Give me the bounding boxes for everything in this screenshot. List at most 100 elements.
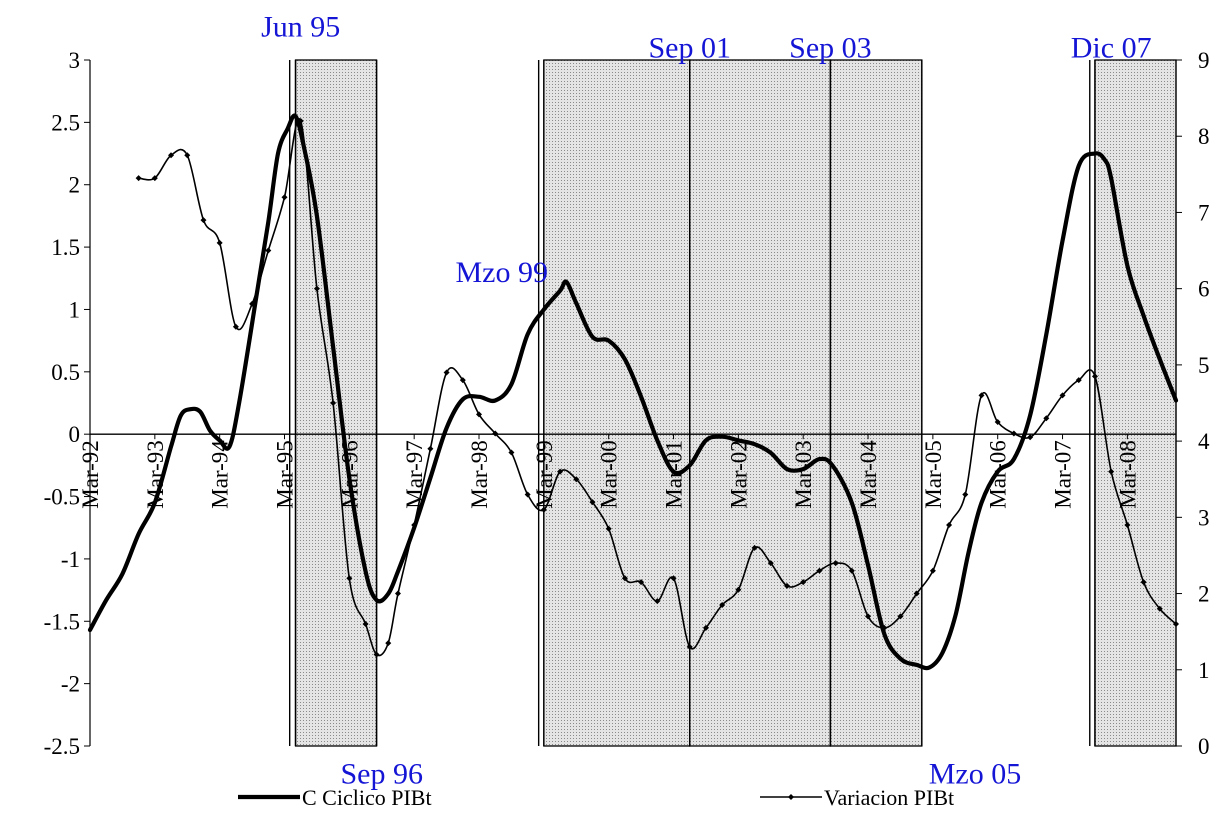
data-point-marker	[1059, 392, 1066, 399]
data-point-marker	[735, 586, 742, 593]
data-point-marker	[1173, 621, 1179, 628]
y-left-tick-label: -1.5	[44, 609, 80, 634]
data-point-marker	[719, 601, 726, 608]
data-point-marker	[751, 544, 758, 551]
x-tick-label: Mar-08	[1115, 440, 1140, 509]
data-point-marker	[476, 411, 483, 418]
y-right-tick-label: 7	[1198, 200, 1210, 225]
data-point-marker	[330, 400, 337, 406]
x-tick-label: Mar-05	[921, 440, 946, 509]
period-annotation: Jun 95	[261, 10, 340, 43]
data-point-marker	[443, 369, 450, 376]
data-point-marker	[946, 521, 953, 528]
data-point-marker	[832, 560, 839, 567]
period-boundary-lines	[288, 60, 1096, 746]
data-point-marker	[800, 579, 807, 586]
shaded-period	[689, 59, 832, 747]
period-annotation: Sep 01	[648, 32, 731, 65]
data-point-marker	[1124, 521, 1131, 528]
data-point-marker	[1108, 468, 1115, 475]
data-point-marker	[492, 430, 499, 437]
period-annotation: Mzo 99	[455, 256, 548, 289]
data-point-marker	[1010, 430, 1017, 437]
data-point-marker	[1075, 377, 1082, 384]
shaded-period	[829, 59, 923, 747]
x-tick-label: Mar-04	[856, 440, 881, 509]
data-point-marker	[313, 285, 320, 292]
y-left-tick-label: 0.5	[51, 360, 80, 385]
period-annotation: Sep 96	[341, 757, 424, 790]
data-point-marker	[686, 643, 693, 650]
data-point-marker	[1156, 605, 1163, 612]
x-tick-label: Mar-94	[208, 440, 233, 509]
data-point-marker	[962, 491, 969, 498]
data-point-marker	[200, 217, 207, 224]
y-right-tick-label: 4	[1198, 429, 1210, 454]
data-point-marker	[557, 468, 564, 475]
data-point-marker	[638, 579, 645, 586]
data-point-marker	[994, 419, 1001, 426]
y-right-tick-label: 1	[1198, 658, 1210, 683]
y-right-tick-label: 9	[1198, 48, 1210, 73]
y-right-tick-label: 5	[1198, 353, 1210, 378]
data-point-marker	[297, 117, 304, 124]
data-point-marker	[573, 476, 580, 483]
y-right-tick-label: 0	[1198, 734, 1210, 759]
y-left-tick-label: 0	[69, 422, 81, 447]
x-tick-label: Mar-92	[78, 440, 103, 509]
data-point-marker	[508, 449, 515, 456]
data-point-marker	[702, 624, 709, 631]
data-point-marker	[1091, 373, 1098, 380]
legend-marker	[788, 794, 794, 800]
y-left-tick-label: -2.5	[44, 734, 80, 759]
data-point-marker	[216, 239, 223, 246]
y-right-tick-label: 3	[1198, 505, 1210, 530]
x-tick-label: Mar-98	[467, 440, 492, 509]
data-point-marker	[848, 567, 855, 574]
data-point-marker	[540, 506, 547, 513]
period-annotation: Dic 07	[1071, 32, 1152, 65]
data-point-marker	[151, 175, 158, 182]
data-point-marker	[427, 445, 434, 452]
data-point-marker	[524, 491, 531, 498]
data-point-marker	[249, 300, 256, 307]
data-point-marker	[865, 613, 872, 620]
y-left-tick-label: 3	[69, 48, 81, 73]
y-left-tick-label: -2	[61, 672, 80, 697]
y-left-tick-label: -1	[61, 547, 80, 572]
data-point-marker	[135, 175, 142, 182]
data-point-marker	[184, 152, 191, 159]
series-line-c-ciclico	[87, 113, 1179, 671]
x-tick-label: Mar-99	[532, 440, 557, 509]
y-left-tick-label: 2.5	[51, 110, 80, 135]
data-point-marker	[978, 392, 985, 399]
x-tick-label: Mar-00	[597, 440, 622, 509]
x-tick-label: Mar-02	[726, 440, 751, 509]
data-point-marker	[232, 323, 239, 330]
data-point-marker	[589, 499, 596, 506]
x-tick-label: Mar-07	[1051, 440, 1076, 509]
data-point-marker	[605, 525, 612, 532]
y-left-tick-label: 2	[69, 173, 81, 198]
y-left-tick-label: 1	[69, 297, 81, 322]
data-point-marker	[281, 194, 288, 201]
shaded-periods	[294, 59, 1177, 747]
legend-label: C Ciclico PIBt	[302, 785, 432, 810]
legend-label: Variacion PIBt	[824, 785, 954, 810]
x-tick-label: Mar-01	[662, 440, 687, 509]
data-point-marker	[783, 582, 790, 589]
y-right-tick-label: 6	[1198, 277, 1210, 302]
y-right-tick-label: 2	[1198, 582, 1210, 607]
data-point-marker	[654, 598, 661, 605]
data-point-marker	[362, 621, 369, 628]
y-left-tick-label: 1.5	[51, 235, 80, 260]
period-annotation: Sep 03	[789, 32, 872, 65]
y-left-tick-label: -0.5	[44, 485, 80, 510]
data-point-marker	[816, 567, 823, 574]
series-group	[87, 113, 1179, 671]
data-point-marker	[394, 590, 401, 597]
data-point-marker	[881, 624, 888, 631]
data-point-marker	[385, 640, 392, 647]
